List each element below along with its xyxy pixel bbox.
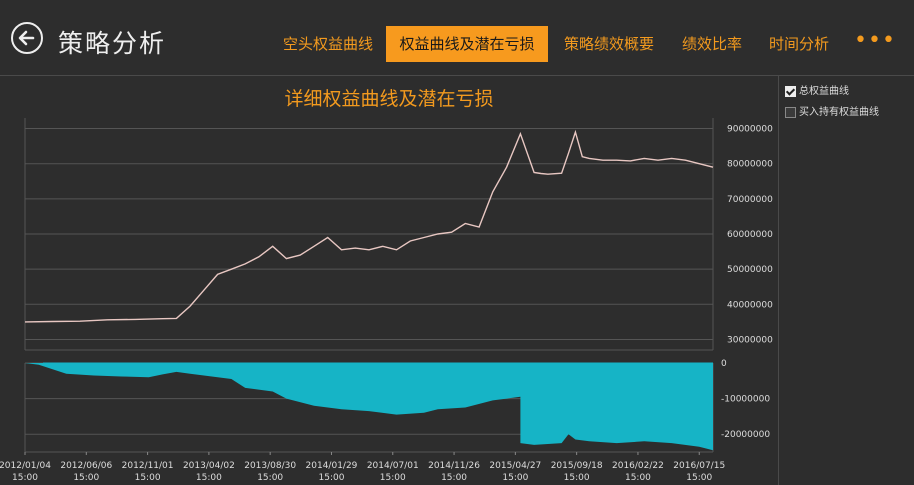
- x-tick-label-date: 2012/06/06: [60, 461, 112, 471]
- tab-bar: 空头权益曲线 权益曲线及潜在亏损 策略绩效概要 绩效比率 时间分析: [0, 26, 914, 62]
- drawdown-area: [25, 363, 713, 451]
- tab-short-equity[interactable]: 空头权益曲线: [282, 35, 373, 53]
- legend-item-total-equity[interactable]: 总权益曲线: [785, 82, 849, 97]
- x-tick-label-time: 15:00: [625, 473, 651, 483]
- chart-title: 详细权益曲线及潜在亏损: [284, 88, 494, 110]
- equity-line: [24, 129, 714, 323]
- checkbox-total-equity[interactable]: [785, 85, 796, 97]
- page-title: 策略分析: [58, 29, 167, 58]
- x-tick-label-time: 15:00: [441, 473, 467, 483]
- chart-area: 30000000 40000000 50000000 60000000 70000000…: [0, 118, 773, 483]
- x-tick-label-time: 15:00: [135, 473, 161, 483]
- x-tick-label-date: 2016/02/22: [612, 461, 664, 471]
- equity-y-tick-label: 30000000: [727, 335, 773, 345]
- checkbox-buy-hold[interactable]: [785, 106, 796, 118]
- tab-performance-summary[interactable]: 策略绩效概要: [563, 35, 654, 53]
- x-tick-label-time: 15:00: [380, 473, 406, 483]
- legend-label-total-equity: 总权益曲线: [799, 86, 849, 97]
- equity-y-tick-label: 40000000: [727, 300, 773, 310]
- x-tick-label-date: 2016/07/15: [673, 461, 725, 471]
- x-tick-label-time: 15:00: [257, 473, 283, 483]
- back-arrow-icon: [18, 30, 35, 46]
- back-button[interactable]: [11, 22, 43, 54]
- x-tick-label-time: 15:00: [12, 473, 38, 483]
- tab-equity-drawdown[interactable]: 权益曲线及潜在亏损: [386, 26, 548, 62]
- x-tick-label-date: 2014/01/29: [306, 461, 358, 471]
- x-tick-label-time: 15:00: [73, 473, 99, 483]
- tab-performance-ratio[interactable]: 绩效比率: [681, 35, 742, 53]
- x-tick-label-time: 15:00: [686, 473, 712, 483]
- x-tick-label-time: 15:00: [502, 473, 528, 483]
- equity-y-tick-label: 90000000: [727, 125, 773, 135]
- tab-time-analysis[interactable]: 时间分析: [768, 35, 829, 53]
- drawdown-y-tick-label: -20000000: [721, 430, 770, 440]
- equity-y-tick-label: 80000000: [727, 160, 773, 170]
- x-tick-label-date: 2013/04/02: [183, 461, 235, 471]
- more-icon[interactable]: •••: [854, 28, 896, 53]
- legend-label-buy-hold: 买入持有权益曲线: [799, 107, 879, 118]
- drawdown-y-tick-label: -10000000: [721, 395, 770, 405]
- x-tick-label-time: 15:00: [319, 473, 345, 483]
- legend-item-buy-hold[interactable]: 买入持有权益曲线: [785, 103, 879, 118]
- x-tick-label-time: 15:00: [196, 473, 222, 483]
- x-tick-label-time: 15:00: [564, 473, 590, 483]
- drawdown-y-tick-label: 0: [721, 359, 727, 369]
- legend-panel: 总权益曲线 买入持有权益曲线: [778, 76, 914, 485]
- x-tick-label-date: 2012/01/04: [0, 461, 51, 471]
- x-tick-label-date: 2015/04/27: [489, 461, 541, 471]
- x-tick-label-date: 2015/09/18: [551, 461, 603, 471]
- equity-y-tick-label: 70000000: [727, 195, 773, 205]
- equity-y-tick-label: 60000000: [727, 230, 773, 240]
- x-tick-label-date: 2014/11/26: [428, 461, 480, 471]
- x-tick-label-date: 2014/07/01: [367, 461, 419, 471]
- equity-y-tick-label: 50000000: [727, 265, 773, 275]
- x-tick-label-date: 2013/08/30: [244, 461, 296, 471]
- x-tick-label-date: 2012/11/01: [122, 461, 174, 471]
- header-bar: 策略分析: [0, 0, 914, 76]
